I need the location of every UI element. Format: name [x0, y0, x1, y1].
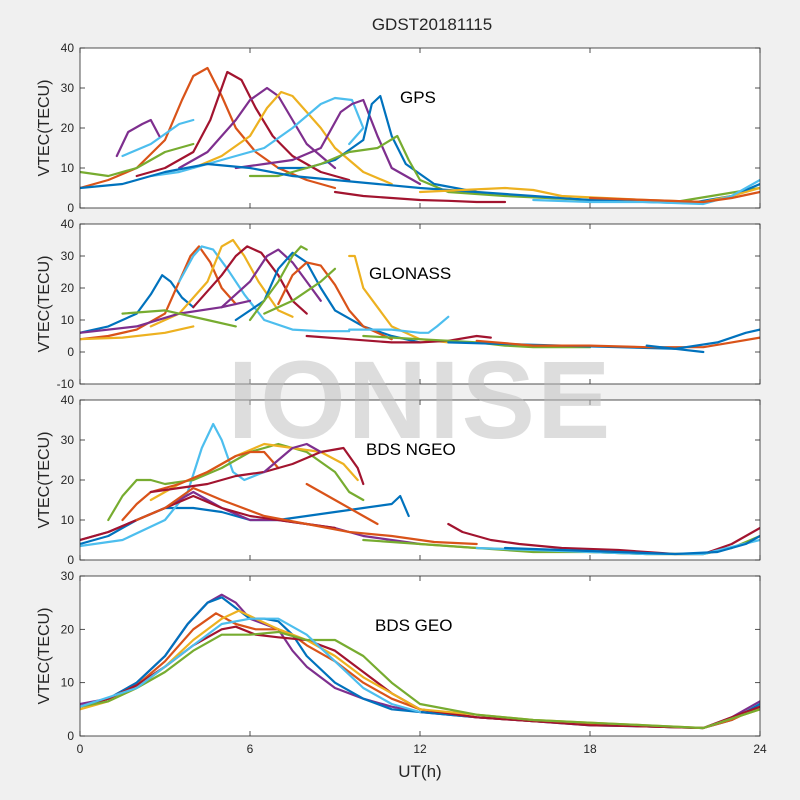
series-line-2: [80, 245, 237, 341]
series-line-7: [234, 251, 422, 344]
panel-label: GPS: [400, 88, 436, 107]
panel-label: BDS GEO: [375, 616, 452, 635]
series-line-12: [532, 178, 760, 206]
y-axis-label: VTEC(TECU): [36, 256, 53, 353]
series-line-3: [178, 86, 337, 170]
series-line-6: [80, 630, 760, 730]
y-tick-label: 30: [61, 433, 75, 447]
series-line-6: [234, 98, 422, 186]
series-line-7: [263, 442, 322, 474]
x-tick-label: 6: [247, 742, 254, 756]
y-tick-label: 10: [61, 513, 75, 527]
y-tick-label: 0: [67, 345, 74, 359]
series-line-15: [121, 118, 195, 158]
series-line-5: [192, 245, 308, 315]
y-tick-label: 20: [61, 473, 75, 487]
panel-1: 0 10 20 30 40 VTEC(TECU) GPS: [36, 41, 761, 215]
panel-label: BDS NGEO: [366, 440, 456, 459]
x-tick-label: 18: [583, 742, 597, 756]
y-tick-label: 10: [61, 313, 75, 327]
series-line-7: [80, 617, 422, 714]
panel-4: 0 10 20 30 0 6 12 18 24 VTEC(TECU) BDS GEO: [36, 569, 767, 756]
series-line-8: [305, 482, 379, 526]
series-line-13: [588, 190, 760, 204]
y-tick-label: 30: [61, 249, 75, 263]
panels-container: 0 10 20 30 40 VTEC(TECU) GPS -10 0 10 20 30 40 VTEC(T…: [36, 41, 767, 756]
chart-title: GDST20181115: [372, 15, 492, 34]
x-tick-label: 0: [77, 742, 84, 756]
series-line-12: [348, 315, 450, 334]
series-line-2: [135, 70, 351, 182]
y-axis-label: VTEC(TECU): [36, 80, 53, 177]
x-tick-label: 12: [413, 742, 427, 756]
y-tick-label: 20: [61, 622, 75, 636]
panel-label: GLONASS: [369, 264, 451, 283]
series-line-16: [503, 534, 760, 556]
y-tick-label: 0: [67, 729, 74, 743]
y-axis-label: VTEC(TECU): [36, 432, 53, 529]
plot-area: [80, 224, 760, 384]
series-line-17: [80, 325, 195, 341]
series-line-5: [121, 450, 280, 522]
panel-3: 0 10 20 30 40 VTEC(TECU) BDS NGEO: [36, 393, 761, 567]
panel-2: -10 0 10 20 30 40 VTEC(TECU) GLONASS: [36, 217, 761, 391]
y-tick-label: 40: [61, 393, 75, 407]
y-tick-label: 20: [61, 121, 75, 135]
series-line-16: [115, 118, 161, 158]
y-tick-label: 30: [61, 81, 75, 95]
series-line-3: [107, 442, 365, 522]
series-group: [80, 66, 760, 206]
series-line-4: [192, 90, 393, 186]
series-line-8: [248, 245, 308, 322]
y-tick-label: 10: [61, 161, 75, 175]
x-axis-label: UT(h): [398, 762, 441, 781]
series-line-3: [178, 245, 351, 333]
series-line-16: [475, 336, 760, 349]
series-line-4: [149, 238, 294, 328]
watermark: IONISE: [228, 339, 613, 462]
series-line-13: [305, 334, 492, 344]
series-line-6: [149, 446, 365, 494]
series-line-11: [135, 486, 478, 546]
series-line-19: [121, 309, 237, 328]
series-group: [80, 422, 760, 556]
series-line-9: [333, 190, 507, 204]
y-tick-label: 0: [67, 553, 74, 567]
series-group: [80, 593, 760, 730]
y-tick-label: 20: [61, 281, 75, 295]
y-tick-label: -10: [57, 377, 75, 391]
x-tick-label: 24: [753, 742, 767, 756]
y-tick-label: 40: [61, 41, 75, 55]
series-line-11: [263, 267, 337, 315]
series-line-1: [80, 274, 195, 334]
y-tick-label: 40: [61, 217, 75, 231]
plot-area: [80, 48, 760, 208]
series-line-12: [447, 522, 760, 556]
series-line-14: [80, 142, 195, 178]
y-tick-label: 30: [61, 569, 75, 583]
y-tick-label: 10: [61, 676, 75, 690]
series-line-20: [645, 328, 760, 350]
y-tick-label: 0: [67, 201, 74, 215]
series-line-6: [220, 248, 322, 309]
y-axis-label: VTEC(TECU): [36, 608, 53, 705]
series-group: [80, 238, 760, 354]
